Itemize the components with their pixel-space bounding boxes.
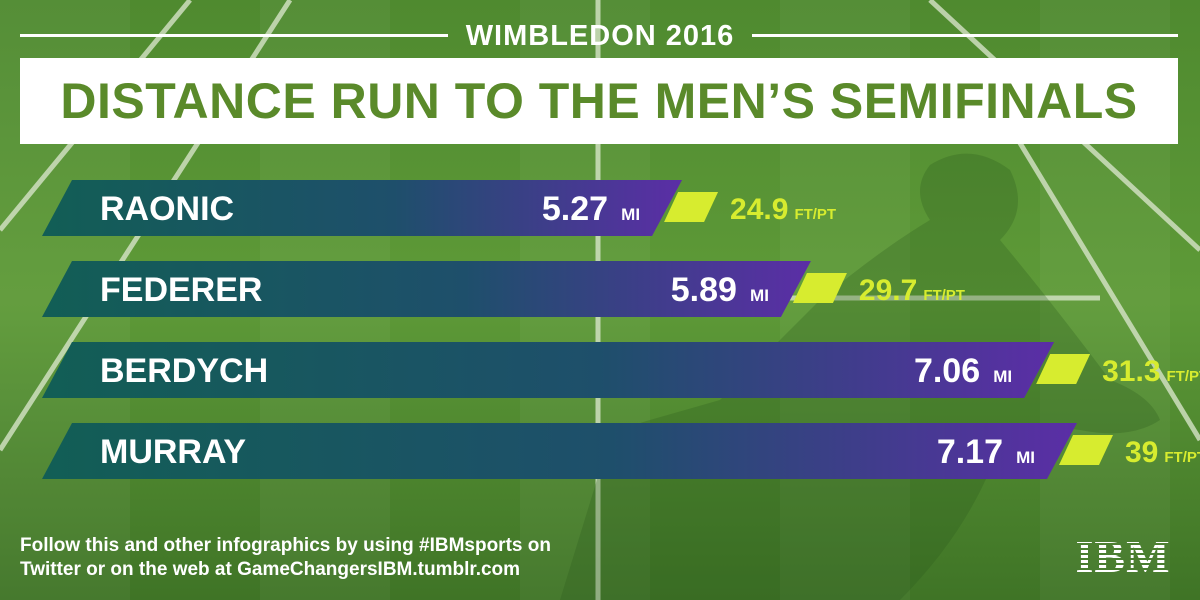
distance-unit-label: MI [993,367,1012,386]
eyebrow-rule-right [752,34,1178,37]
bar-category-label: MURRAY [100,433,246,471]
distance-value-label: 7.17 [937,433,1003,471]
distance-value-label: 5.27 [542,190,608,228]
footer-line-1: Follow this and other infographics by us… [20,535,551,556]
feet-per-point-unit-label: FT/PT [794,206,836,223]
eyebrow: WIMBLEDON 2016 [0,16,1200,56]
bar-category-label: BERDYCH [100,352,268,390]
bar-group: MURRAY MI 7.17 39 FT/PT [42,423,1200,479]
feet-per-point-value-label: 24.9 [730,193,788,226]
bar [42,261,811,317]
feet-per-point-marker [1059,435,1113,465]
footer-note: Follow this and other infographics by us… [20,534,720,582]
bars: RAONIC MI 5.27 24.9 FT/PT FEDERER MI 5.89 29.7 FT… [42,180,1200,479]
distance-value-label: 7.06 [914,352,980,390]
title-banner: DISTANCE RUN TO THE MEN’S SEMIFINALS [20,58,1178,144]
eyebrow-title: WIMBLEDON 2016 [465,20,735,52]
distance-unit-label: MI [750,286,769,305]
feet-per-point-value-label: 29.7 [859,274,917,307]
feet-per-point-unit-label: FT/PT [1167,368,1200,385]
bar [42,423,1077,479]
distance-unit-label: MI [621,205,640,224]
feet-per-point-unit-label: FT/PT [1164,449,1200,466]
feet-per-point-marker [1036,354,1091,384]
chart-title: DISTANCE RUN TO THE MEN’S SEMIFINALS [60,73,1138,129]
distance-unit-label: MI [1016,448,1035,467]
bar-group: FEDERER MI 5.89 29.7 FT/PT [42,261,965,317]
bar-category-label: RAONIC [100,190,234,228]
eyebrow-rule-left [20,34,448,37]
feet-per-point-value-label: 39 [1125,436,1158,469]
feet-per-point-value-label: 31.3 [1102,355,1160,388]
feet-per-point-unit-label: FT/PT [923,287,965,304]
feet-per-point-marker [792,273,847,303]
svg-text:IBM: IBM [1076,531,1171,578]
bar-category-label: FEDERER [100,271,262,309]
bar [42,342,1055,398]
bar-group: RAONIC MI 5.27 24.9 FT/PT [42,180,836,236]
distance-value-label: 5.89 [671,271,737,309]
footer-line-2: Twitter or on the web at GameChangersIBM… [20,559,521,580]
feet-per-point-marker [664,192,719,222]
ibm-logo: IBM [1076,531,1171,578]
bar [42,180,683,236]
bar-group: BERDYCH MI 7.06 31.3 FT/PT [42,342,1200,398]
